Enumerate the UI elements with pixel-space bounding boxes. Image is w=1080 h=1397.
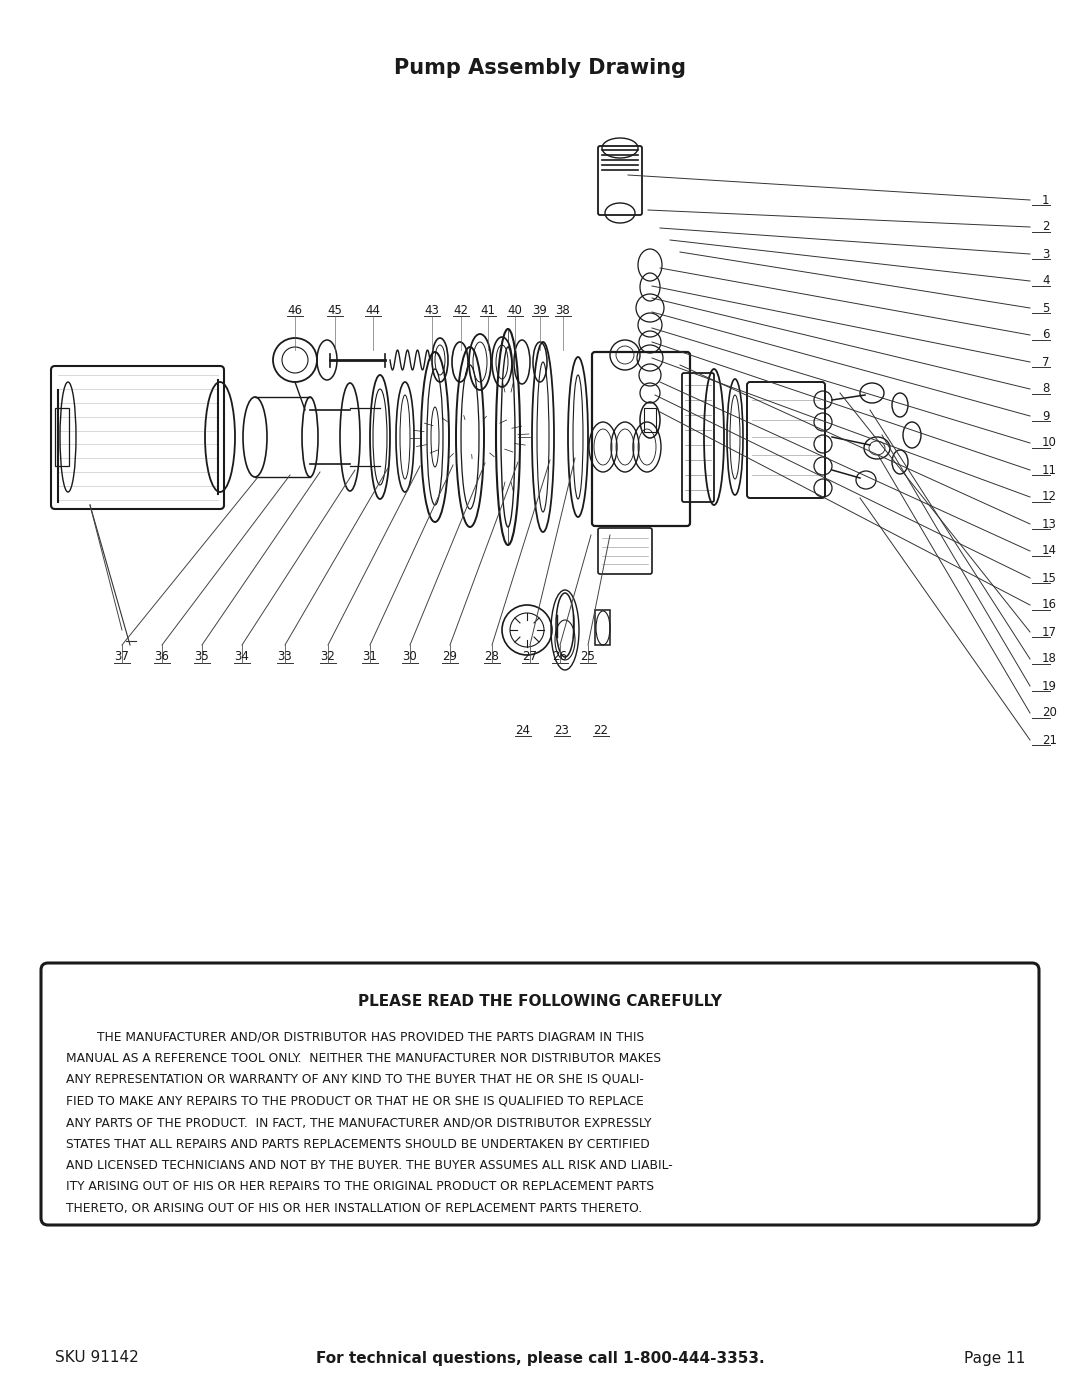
Text: 28: 28 [485, 651, 499, 664]
Text: 38: 38 [555, 303, 570, 317]
Text: 32: 32 [321, 651, 336, 664]
Text: 27: 27 [523, 651, 538, 664]
Text: 3: 3 [1042, 247, 1050, 260]
Text: 45: 45 [327, 303, 342, 317]
Text: 36: 36 [154, 651, 170, 664]
Bar [55, 408, 69, 467]
Text: 37: 37 [114, 651, 130, 664]
Text: STATES THAT ALL REPAIRS AND PARTS REPLACEMENTS SHOULD BE UNDERTAKEN BY CERTIFIED: STATES THAT ALL REPAIRS AND PARTS REPLAC… [66, 1137, 650, 1151]
Text: THE MANUFACTURER AND/OR DISTRIBUTOR HAS PROVIDED THE PARTS DIAGRAM IN THIS: THE MANUFACTURER AND/OR DISTRIBUTOR HAS … [66, 1030, 644, 1044]
Text: 19: 19 [1042, 679, 1057, 693]
Text: Pump Assembly Drawing: Pump Assembly Drawing [394, 59, 686, 78]
Text: ITY ARISING OUT OF HIS OR HER REPAIRS TO THE ORIGINAL PRODUCT OR REPLACEMENT PAR: ITY ARISING OUT OF HIS OR HER REPAIRS TO… [66, 1180, 654, 1193]
Text: 46: 46 [287, 303, 302, 317]
Text: SKU 91142: SKU 91142 [55, 1351, 138, 1365]
Text: 6: 6 [1042, 328, 1050, 341]
Text: 8: 8 [1042, 383, 1050, 395]
Text: THERETO, OR ARISING OUT OF HIS OR HER INSTALLATION OF REPLACEMENT PARTS THERETO.: THERETO, OR ARISING OUT OF HIS OR HER IN… [66, 1201, 643, 1215]
Bar [644, 408, 656, 432]
Text: 40: 40 [508, 303, 523, 317]
Text: 10: 10 [1042, 436, 1057, 450]
Text: 15: 15 [1042, 571, 1057, 584]
Text: 1: 1 [1042, 194, 1050, 207]
Text: For technical questions, please call 1-800-444-3353.: For technical questions, please call 1-8… [315, 1351, 765, 1365]
Text: ANY REPRESENTATION OR WARRANTY OF ANY KIND TO THE BUYER THAT HE OR SHE IS QUALI-: ANY REPRESENTATION OR WARRANTY OF ANY KI… [66, 1073, 644, 1085]
Text: 16: 16 [1042, 598, 1057, 612]
Text: 18: 18 [1042, 652, 1057, 665]
Text: 20: 20 [1042, 707, 1057, 719]
Text: 11: 11 [1042, 464, 1057, 476]
Text: PLEASE READ THE FOLLOWING CAREFULLY: PLEASE READ THE FOLLOWING CAREFULLY [357, 995, 723, 1010]
FancyBboxPatch shape [41, 963, 1039, 1225]
Text: 2: 2 [1042, 221, 1050, 233]
Text: 31: 31 [363, 651, 377, 664]
Text: 44: 44 [365, 303, 380, 317]
Text: 26: 26 [553, 651, 567, 664]
Text: 30: 30 [403, 651, 417, 664]
Text: ANY PARTS OF THE PRODUCT.  IN FACT, THE MANUFACTURER AND/OR DISTRIBUTOR EXPRESSL: ANY PARTS OF THE PRODUCT. IN FACT, THE M… [66, 1116, 651, 1129]
Text: 22: 22 [594, 724, 608, 736]
Text: 25: 25 [581, 651, 595, 664]
Text: 43: 43 [424, 303, 440, 317]
Text: 14: 14 [1042, 545, 1057, 557]
Text: 35: 35 [194, 651, 210, 664]
Text: 39: 39 [532, 303, 548, 317]
Bar [595, 610, 610, 645]
Text: MANUAL AS A REFERENCE TOOL ONLY.  NEITHER THE MANUFACTURER NOR DISTRIBUTOR MAKES: MANUAL AS A REFERENCE TOOL ONLY. NEITHER… [66, 1052, 661, 1065]
Text: 42: 42 [454, 303, 469, 317]
Text: FIED TO MAKE ANY REPAIRS TO THE PRODUCT OR THAT HE OR SHE IS QUALIFIED TO REPLAC: FIED TO MAKE ANY REPAIRS TO THE PRODUCT … [66, 1094, 644, 1108]
Text: 23: 23 [554, 724, 569, 736]
Text: 13: 13 [1042, 517, 1057, 531]
Text: 41: 41 [481, 303, 496, 317]
Text: 5: 5 [1042, 302, 1050, 314]
Text: 12: 12 [1042, 490, 1057, 503]
Text: 24: 24 [515, 724, 530, 736]
Text: Page 11: Page 11 [963, 1351, 1025, 1365]
Text: 9: 9 [1042, 409, 1050, 422]
Text: 7: 7 [1042, 355, 1050, 369]
Text: 29: 29 [443, 651, 458, 664]
Text: 17: 17 [1042, 626, 1057, 638]
Text: 4: 4 [1042, 274, 1050, 288]
Text: 21: 21 [1042, 733, 1057, 746]
Text: 33: 33 [278, 651, 293, 664]
Text: 34: 34 [234, 651, 249, 664]
Text: AND LICENSED TECHNICIANS AND NOT BY THE BUYER. THE BUYER ASSUMES ALL RISK AND LI: AND LICENSED TECHNICIANS AND NOT BY THE … [66, 1160, 673, 1172]
